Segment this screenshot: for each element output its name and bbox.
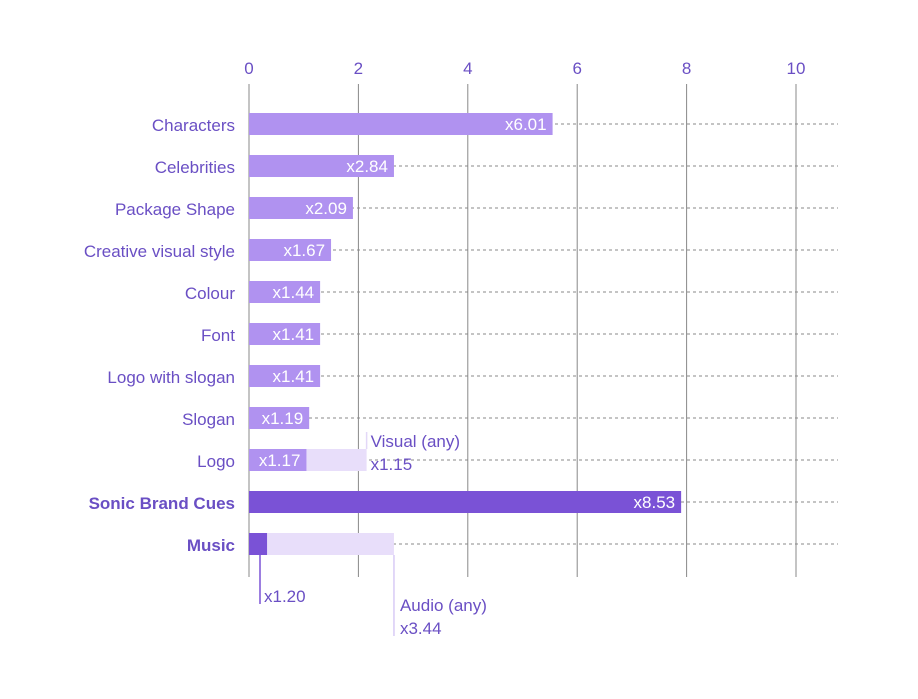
category-label: Creative visual style <box>84 242 235 261</box>
category-label: Package Shape <box>115 200 235 219</box>
x-tick-label: 6 <box>572 59 581 78</box>
bar <box>249 407 310 429</box>
bar <box>249 323 321 345</box>
data-label: x1.17 <box>259 451 301 470</box>
category-label: Logo with slogan <box>107 368 235 387</box>
callout-label: x1.20 <box>264 587 306 606</box>
bar <box>249 491 682 513</box>
data-label: x1.41 <box>273 367 315 386</box>
data-label: x1.44 <box>273 283 315 302</box>
bar <box>249 113 553 135</box>
data-label: x1.19 <box>262 409 304 428</box>
bar <box>249 197 353 219</box>
bar <box>249 281 321 303</box>
chart-text: 0 2 4 6 8 10 Visual (any) x1.15 Audio (any) x3.44… <box>84 59 806 638</box>
category-label: Sonic Brand Cues <box>89 494 235 513</box>
category-label: Celebrities <box>155 158 235 177</box>
bar <box>249 533 268 555</box>
category-label: Colour <box>185 284 235 303</box>
data-label: x1.67 <box>283 241 325 260</box>
bar <box>249 449 307 471</box>
bar <box>249 365 321 387</box>
x-tick-label: 4 <box>463 59 472 78</box>
data-label: x2.09 <box>305 199 347 218</box>
row-guide-lines <box>249 123 838 545</box>
x-tick-label: 8 <box>682 59 691 78</box>
data-label: x2.84 <box>346 157 388 176</box>
bars <box>249 113 682 604</box>
data-label: x6.01 <box>505 115 547 134</box>
category-label: Music <box>187 536 235 555</box>
data-label: x1.41 <box>273 325 315 344</box>
category-label: Slogan <box>182 410 235 429</box>
category-label: Logo <box>197 452 235 471</box>
annotation-label: Visual (any) <box>371 432 460 451</box>
x-tick-label: 2 <box>354 59 363 78</box>
annotation-value: x3.44 <box>400 619 442 638</box>
background-bar <box>249 533 394 555</box>
data-label: x8.53 <box>634 493 676 512</box>
annotation-label: Audio (any) <box>400 596 487 615</box>
annotation-value: x1.15 <box>371 455 413 474</box>
bar <box>249 155 394 177</box>
category-label: Font <box>201 326 235 345</box>
category-label: Characters <box>152 116 235 135</box>
x-tick-label: 0 <box>244 59 253 78</box>
bar <box>249 239 332 261</box>
x-tick-label: 10 <box>787 59 806 78</box>
